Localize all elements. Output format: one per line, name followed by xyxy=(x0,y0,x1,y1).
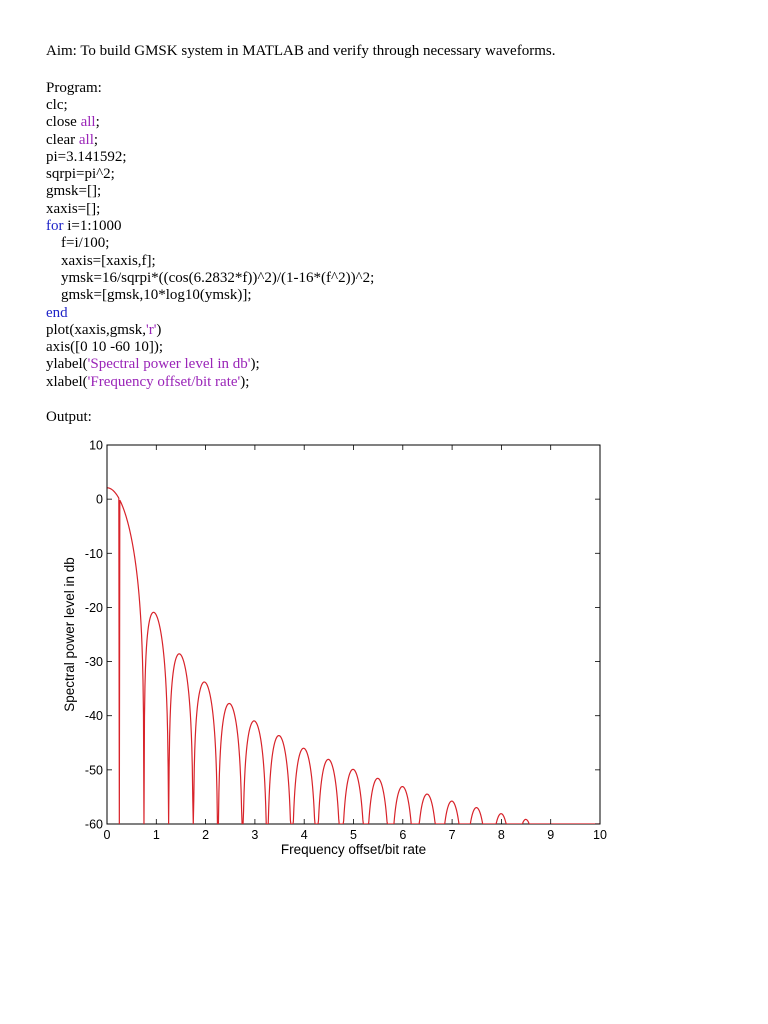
code-text: ; xyxy=(93,131,99,148)
code-line: plot(xaxis,gmsk,'r') xyxy=(46,322,374,339)
code-string: 'r' xyxy=(146,321,157,338)
x-tick-label: 3 xyxy=(251,828,258,842)
code-line: ylabel('Spectral power level in db'); xyxy=(46,356,374,373)
code-text: xlabel( xyxy=(46,373,88,390)
program-label: Program: xyxy=(46,80,102,96)
aim-text: Aim: To build GMSK system in MATLAB and … xyxy=(46,43,556,59)
y-tick-label: -20 xyxy=(85,601,103,615)
code-line: xaxis=[]; xyxy=(46,201,374,218)
code-string: all xyxy=(80,114,96,131)
y-tick-label: -60 xyxy=(85,818,103,832)
code-string: 'Spectral power level in db' xyxy=(87,356,251,373)
code-line: xaxis=[xaxis,f]; xyxy=(46,253,374,270)
x-tick-label: 9 xyxy=(547,828,554,842)
code-text: sqrpi=pi^2; xyxy=(46,166,115,183)
code-text: f=i/100; xyxy=(61,235,110,252)
y-axis-label: Spectral power level in db xyxy=(62,557,77,712)
output-label: Output: xyxy=(46,409,92,425)
code-string: 'Frequency offset/bit rate' xyxy=(87,373,241,390)
code-text: xaxis=[]; xyxy=(46,200,101,217)
code-line: gmsk=[gmsk,10*log10(ymsk)]; xyxy=(46,287,374,304)
x-tick-label: 7 xyxy=(449,828,456,842)
code-line: clc; xyxy=(46,97,374,114)
code-text: i=1:1000 xyxy=(63,218,122,235)
code-text: ) xyxy=(156,321,162,338)
code-string: all xyxy=(78,131,94,148)
x-tick-label: 2 xyxy=(202,828,209,842)
x-tick-label: 5 xyxy=(350,828,357,842)
code-text: clear xyxy=(46,131,79,148)
code-line: sqrpi=pi^2; xyxy=(46,166,374,183)
x-tick-label: 1 xyxy=(153,828,160,842)
code-line: clear all; xyxy=(46,132,374,149)
y-tick-label: -40 xyxy=(85,709,103,723)
spectral-plot: 0 1 2 3 4 5 6 7 8 9 10 10 0 -10 -20 -30 -40 -50 -60 Freque… xyxy=(62,439,607,858)
code-text: ylabel( xyxy=(46,356,88,373)
code-text: ymsk=16/sqrpi*((cos(6.2832*f))^2)/(1-16*… xyxy=(61,269,375,286)
code-text: ; xyxy=(95,114,100,131)
code-text: pi=3.141592; xyxy=(46,148,127,165)
y-tick-label: -50 xyxy=(85,763,103,777)
code-line: ymsk=16/sqrpi*((cos(6.2832*f))^2)/(1-16*… xyxy=(46,270,374,287)
code-text: plot(xaxis,gmsk, xyxy=(46,321,146,338)
code-block: clc; close all; clear all; pi=3.141592; sqrp… xyxy=(46,97,374,391)
code-text: clc; xyxy=(46,97,68,113)
code-line: f=i/100; xyxy=(46,235,374,252)
code-text: close xyxy=(46,114,81,131)
x-tick-label: 10 xyxy=(593,828,607,842)
code-text: xaxis=[xaxis,f]; xyxy=(61,252,156,269)
x-tick-label: 4 xyxy=(301,828,308,842)
code-text: ); xyxy=(240,373,250,390)
code-text: gmsk=[]; xyxy=(46,183,102,200)
spectrum-line xyxy=(107,487,600,824)
code-line: pi=3.141592; xyxy=(46,149,374,166)
code-line: axis([0 10 -60 10]); xyxy=(46,339,374,356)
plot-frame xyxy=(106,444,601,825)
code-line: close all; xyxy=(46,114,374,131)
code-keyword: end xyxy=(46,304,68,321)
x-axis-label: Frequency offset/bit rate xyxy=(281,842,426,857)
code-text: axis([0 10 -60 10]); xyxy=(46,339,164,356)
x-tick-label: 8 xyxy=(498,828,505,842)
y-tick-label: 0 xyxy=(96,493,103,507)
code-line: end xyxy=(46,305,374,322)
code-text: gmsk=[gmsk,10*log10(ymsk)]; xyxy=(61,287,252,304)
code-line: gmsk=[]; xyxy=(46,183,374,200)
code-keyword: for xyxy=(46,218,64,235)
code-line: xlabel('Frequency offset/bit rate'); xyxy=(46,374,374,391)
x-tick-label: 6 xyxy=(399,828,406,842)
y-tick-label: 10 xyxy=(89,439,103,453)
y-tick-label: -10 xyxy=(85,547,103,561)
y-tick-label: -30 xyxy=(85,655,103,669)
code-line: for i=1:1000 xyxy=(46,218,374,235)
x-tick-label: 0 xyxy=(104,828,111,842)
code-text: ); xyxy=(250,356,260,373)
